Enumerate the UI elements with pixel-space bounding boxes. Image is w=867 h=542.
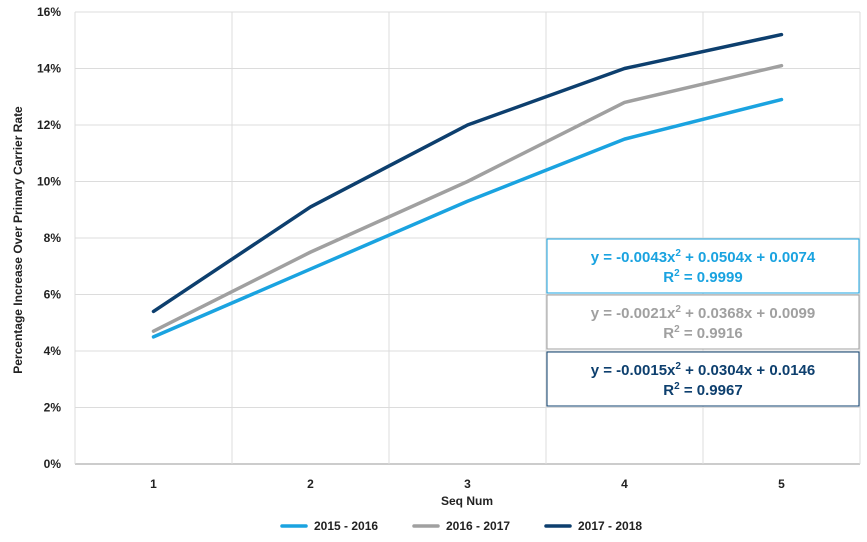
x-tick-label: 1 xyxy=(150,477,157,491)
y-tick-label: 14% xyxy=(37,62,61,76)
y-tick-label: 8% xyxy=(44,231,62,245)
r-squared: R2 = 0.9967 xyxy=(663,381,742,399)
legend-label: 2017 - 2018 xyxy=(578,519,642,533)
series-line xyxy=(151,32,784,314)
x-tick-label: 2 xyxy=(307,477,314,491)
trendline-equation: y = -0.0015x2 + 0.0304x + 0.0146 xyxy=(591,361,816,379)
y-tick-label: 4% xyxy=(44,344,62,358)
r-squared: R2 = 0.9999 xyxy=(663,268,742,286)
legend-label: 2015 - 2016 xyxy=(314,519,378,533)
y-tick-label: 2% xyxy=(44,401,62,415)
y-tick-label: 10% xyxy=(37,175,61,189)
series-line xyxy=(151,63,784,333)
axes: 0% 2% 4% 6% 8% 10% 12% 14% 16% 1 2 3 4 5 xyxy=(37,5,785,491)
x-axis-title: Seq Num xyxy=(441,494,493,508)
x-tick-label: 3 xyxy=(464,477,471,491)
r-squared: R2 = 0.9916 xyxy=(663,324,742,342)
series-lines xyxy=(151,32,784,339)
equation-box xyxy=(546,238,860,294)
equation-box xyxy=(546,294,860,350)
y-tick-label: 0% xyxy=(44,457,62,471)
trendline-equations: y = -0.0043x2 + 0.0504x + 0.0074 R2 = 0.9… xyxy=(546,238,860,407)
trendline-equation: y = -0.0043x2 + 0.0504x + 0.0074 xyxy=(591,248,816,266)
y-axis-title: Percentage Increase Over Primary Carrier… xyxy=(11,106,25,374)
equation-box xyxy=(546,351,860,407)
y-tick-label: 16% xyxy=(37,5,61,19)
y-tick-label: 12% xyxy=(37,118,61,132)
series-line xyxy=(151,97,784,339)
legend: 2015 - 2016 2016 - 2017 2017 - 2018 xyxy=(280,519,642,533)
trendline-equation: y = -0.0021x2 + 0.0368x + 0.0099 xyxy=(591,304,816,322)
y-tick-label: 6% xyxy=(44,288,62,302)
x-tick-label: 4 xyxy=(621,477,628,491)
legend-label: 2016 - 2017 xyxy=(446,519,510,533)
x-tick-label: 5 xyxy=(778,477,785,491)
